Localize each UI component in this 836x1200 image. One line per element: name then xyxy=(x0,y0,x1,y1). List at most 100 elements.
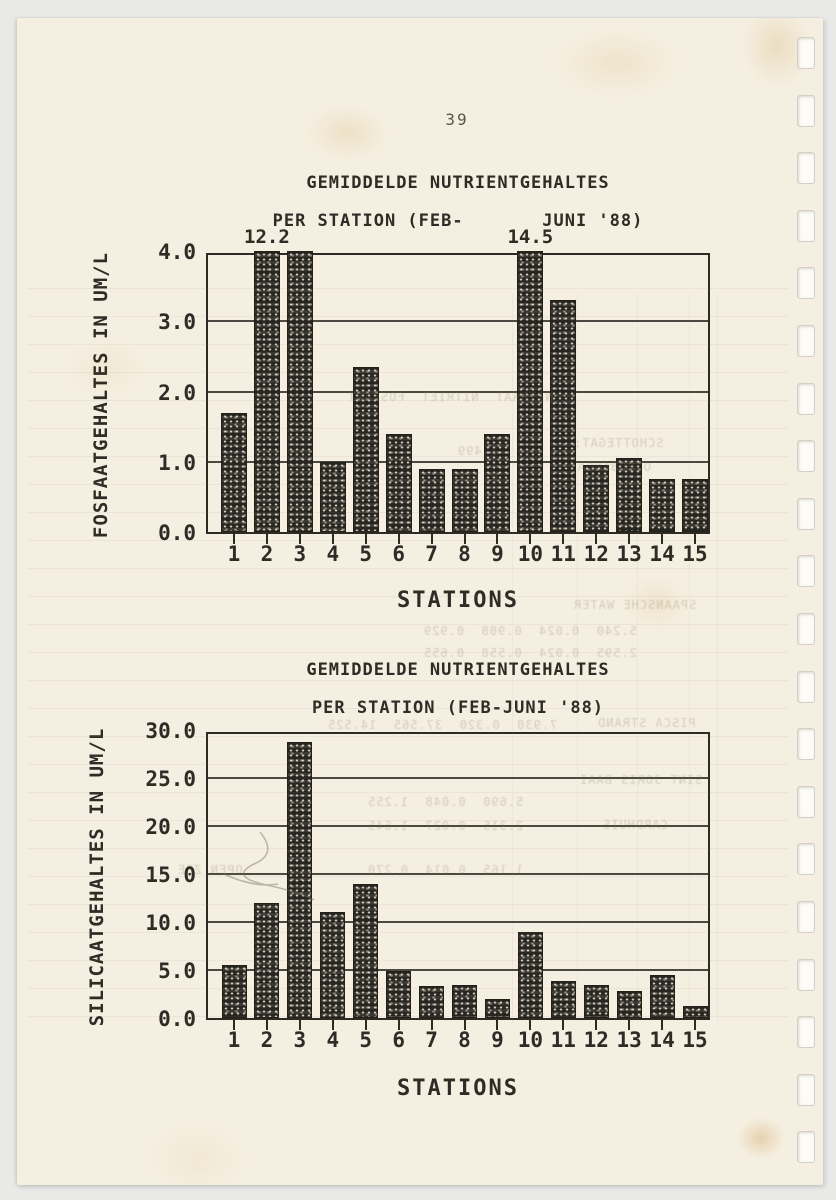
x-tick-mark xyxy=(529,534,532,544)
x-tick-mark xyxy=(694,1020,697,1030)
x-tick-mark xyxy=(529,1020,532,1030)
binding-hole xyxy=(797,152,815,185)
x-tick-label: 9 xyxy=(491,1028,504,1052)
binding-hole xyxy=(797,785,815,818)
y-axis-title: SILICAATGEHALTES IN UM/L xyxy=(86,727,108,1027)
y-tick-label: 4.0 xyxy=(158,240,196,264)
x-tick-label: 10 xyxy=(517,542,543,566)
gridline xyxy=(208,320,708,323)
x-tick-mark xyxy=(265,534,268,544)
x-tick-label: 14 xyxy=(649,1028,675,1052)
x-tick-mark xyxy=(694,534,697,544)
bleed-through-text: 2.595 0.024 0.558 0.655 xyxy=(423,646,637,660)
bar-station-6 xyxy=(385,433,412,532)
x-tick-label: 5 xyxy=(359,542,373,566)
bar-station-12 xyxy=(583,985,609,1018)
y-tick-label: 0.0 xyxy=(158,1007,196,1031)
y-tick-label: 2.0 xyxy=(158,380,196,405)
x-tick-label: 6 xyxy=(392,1028,405,1052)
bar-station-2 xyxy=(253,251,280,532)
x-tick-label: 15 xyxy=(682,1028,708,1052)
bar-station-5 xyxy=(352,366,379,532)
bar-station-1 xyxy=(221,412,247,532)
bleed-through-rule xyxy=(27,568,789,569)
scanned-page: 39 GEMIDDELDE NUTRIENTGEHALTES PER STATI… xyxy=(17,18,823,1185)
bleed-through-rule xyxy=(27,652,789,653)
x-tick-label: 12 xyxy=(583,1028,609,1052)
x-tick-label: 3 xyxy=(293,542,307,566)
binding-hole xyxy=(797,209,815,242)
x-tick-label: 4 xyxy=(326,1028,340,1052)
x-tick-mark xyxy=(595,534,598,544)
gridline xyxy=(208,969,708,971)
x-tick-mark xyxy=(595,1020,598,1030)
y-tick-label: 15.0 xyxy=(145,863,196,887)
x-tick-mark xyxy=(628,1020,631,1030)
chart-subtitle: PER STATION (FEB-JUNI '88) xyxy=(311,698,605,718)
bar-station-11 xyxy=(550,300,577,532)
bar-station-9 xyxy=(484,998,510,1018)
y-tick-label: 10.0 xyxy=(145,911,196,935)
chart-title: GEMIDDELDE NUTRIENTGEHALTES xyxy=(306,660,610,680)
x-tick-mark xyxy=(364,1020,367,1030)
x-tick-mark xyxy=(331,1020,334,1030)
binding-hole xyxy=(797,728,815,761)
bar-station-7 xyxy=(418,468,445,532)
bar-station-12 xyxy=(583,465,610,532)
bar-station-14 xyxy=(649,479,676,532)
bleed-through-rule xyxy=(27,680,789,681)
binding-hole xyxy=(797,1131,815,1164)
x-tick-mark xyxy=(397,534,400,544)
bar-station-3 xyxy=(287,741,313,1018)
x-tick-mark xyxy=(298,1020,301,1030)
x-tick-label: 11 xyxy=(550,1028,576,1052)
bar-station-10 xyxy=(517,931,543,1018)
binding-hole xyxy=(797,613,815,645)
bleed-through-text: PISCA STRAND xyxy=(597,716,696,730)
y-tick-label: 0.0 xyxy=(158,521,196,545)
x-tick-mark xyxy=(661,1020,664,1030)
binding-hole xyxy=(797,325,815,357)
binding-hole xyxy=(797,440,815,473)
x-tick-label: 5 xyxy=(359,1028,373,1052)
bleed-through-rule xyxy=(717,293,718,1023)
bar-value-label: 14.5 xyxy=(507,226,554,248)
x-tick-mark xyxy=(233,1020,235,1030)
bar-station-4 xyxy=(320,912,346,1018)
x-tick-label: 13 xyxy=(616,1028,642,1052)
bar-station-6 xyxy=(386,970,412,1018)
binding-hole xyxy=(797,670,815,703)
gridline xyxy=(208,777,708,779)
page-number: 39 xyxy=(445,110,469,129)
bar-station-10 xyxy=(517,251,544,532)
bar-station-7 xyxy=(419,986,445,1018)
x-tick-mark xyxy=(463,1020,466,1030)
y-axis-title: FOSFAATGEHALTES IN UM/L xyxy=(90,251,112,539)
bar-value-label: 12.2 xyxy=(244,226,290,248)
bleed-through-text: 5.240 0.024 0.908 0.929 xyxy=(423,624,637,638)
gridline xyxy=(208,921,708,923)
x-tick-mark xyxy=(265,1020,268,1030)
x-tick-mark xyxy=(562,534,565,544)
bar-station-1 xyxy=(221,965,247,1018)
bar-station-2 xyxy=(254,902,280,1018)
bar-station-4 xyxy=(319,461,346,532)
x-tick-mark xyxy=(430,1020,433,1030)
x-tick-label: 15 xyxy=(682,542,708,566)
bar-station-13 xyxy=(616,991,642,1018)
x-tick-label: 3 xyxy=(293,1028,307,1052)
bar-station-5 xyxy=(353,883,379,1018)
x-tick-label: 8 xyxy=(458,542,471,566)
x-tick-mark xyxy=(496,534,499,544)
x-tick-mark xyxy=(331,534,334,544)
x-tick-mark xyxy=(298,534,301,544)
x-tick-label: 10 xyxy=(517,1028,543,1052)
bleed-through-text: 7.930 0.320 37.565 14.525 xyxy=(327,718,558,732)
x-tick-label: 13 xyxy=(616,542,642,566)
x-tick-mark xyxy=(463,534,466,544)
bar-station-15 xyxy=(682,1005,708,1018)
x-tick-label: 11 xyxy=(550,542,576,566)
chart-subtitle: PER STATION (FEB- JUNI '88) xyxy=(272,211,644,231)
gridline xyxy=(208,873,708,875)
